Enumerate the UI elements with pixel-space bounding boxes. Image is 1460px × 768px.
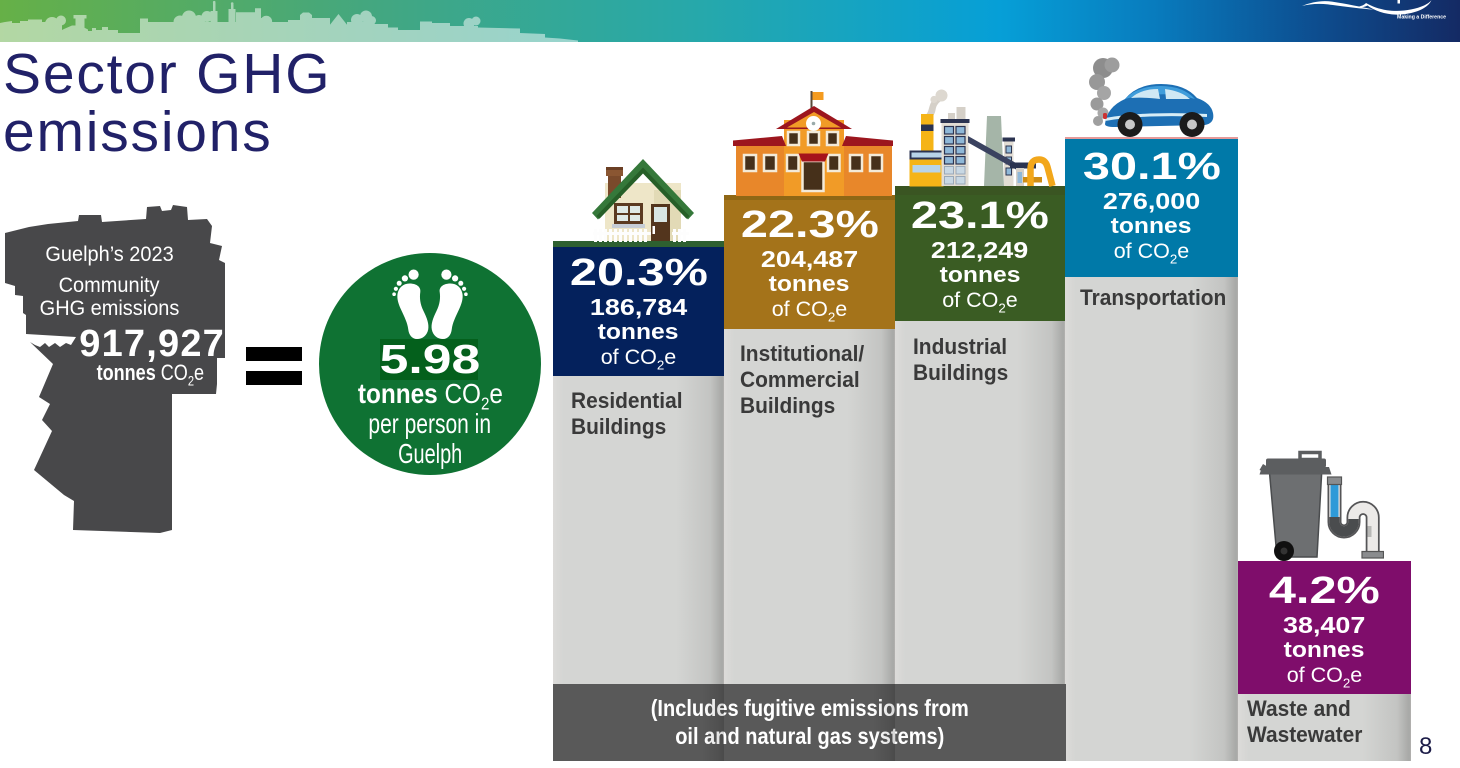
svg-text:Making a Difference: Making a Difference (1397, 15, 1446, 21)
